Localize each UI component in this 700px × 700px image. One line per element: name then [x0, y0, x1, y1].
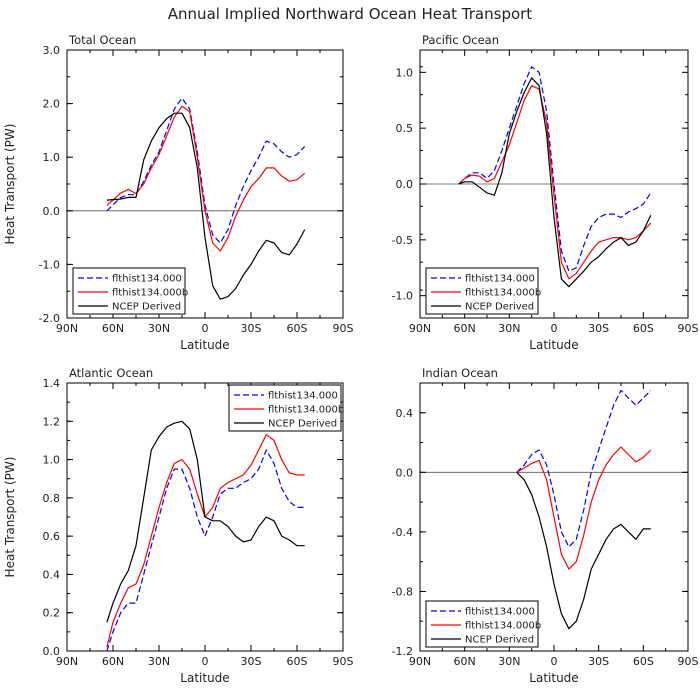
panel-title: Pacific Ocean: [422, 33, 499, 47]
x-tick-label: 60S: [287, 655, 308, 668]
chart-panel: 90N 60N 30N 0 30S 60S 90S -1.2 -0.8 -0.4 0.0 0.4 Ind…: [392, 366, 699, 685]
x-tick-label: 0: [551, 322, 558, 335]
legend: flthist134.000 flthist134.000b NCEP Derive…: [425, 600, 541, 648]
series-line: [458, 85, 652, 280]
x-axis-label: Latitude: [180, 671, 229, 685]
x-tick-label: 90S: [333, 322, 354, 335]
y-tick-label: 1.0: [43, 151, 61, 164]
legend-entry: flthist134.000b: [465, 288, 541, 299]
series-line: [458, 66, 652, 272]
x-axis-label: Latitude: [529, 671, 578, 685]
legend: flthist134.000 flthist134.000b NCEP Derive…: [72, 267, 188, 315]
x-tick-label: 90N: [409, 322, 431, 335]
series-line: [106, 112, 306, 300]
chart-panel: 90N 60N 30N 0 30S 60S 90S -1.0 -0.5 0.0 0.5 1.0 Paci…: [392, 33, 699, 352]
y-tick-label: 0.4: [396, 407, 414, 420]
y-tick-label: 1.4: [43, 377, 61, 390]
panel-title: Indian Ocean: [422, 366, 498, 380]
x-tick-label: 30S: [588, 322, 609, 335]
x-tick-label: 90S: [678, 655, 699, 668]
chart-panel: 90N 60N 30N 0 30S 60S 90S -2.0 -1.0 0.0 1.0 2.0 3.0 T…: [3, 33, 354, 352]
legend-entry: NCEP Derived: [465, 302, 534, 313]
y-tick-label: 0.5: [396, 122, 414, 135]
panel-title: Atlantic Ocean: [69, 366, 153, 380]
y-tick-label: -0.4: [392, 526, 413, 539]
legend-entry: flthist134.000b: [268, 405, 344, 416]
series-line: [516, 471, 651, 630]
legend-entry: flthist134.000b: [112, 288, 188, 299]
y-tick-label: -1.0: [39, 258, 60, 271]
x-tick-label: 30N: [148, 655, 170, 668]
x-tick-label: 90S: [678, 322, 699, 335]
y-tick-label: 0.0: [396, 466, 414, 479]
x-axis-label: Latitude: [529, 338, 578, 352]
x-tick-label: 90S: [333, 655, 354, 668]
x-tick-label: 90N: [56, 322, 78, 335]
x-tick-label: 90N: [56, 655, 78, 668]
y-tick-label: -0.5: [392, 234, 413, 247]
legend-box: [425, 267, 539, 315]
y-tick-label: -0.8: [392, 585, 413, 598]
legend: flthist134.000 flthist134.000b NCEP Derive…: [228, 384, 344, 432]
legend: flthist134.000 flthist134.000b NCEP Derive…: [425, 267, 541, 315]
legend-entry: NCEP Derived: [112, 302, 181, 313]
x-tick-label: 90N: [409, 655, 431, 668]
series-line: [106, 449, 305, 652]
series-line: [106, 420, 305, 623]
x-tick-label: 30N: [498, 322, 520, 335]
y-tick-label: 0.4: [43, 568, 61, 581]
series-line: [106, 105, 306, 252]
legend-entry: flthist134.000b: [465, 621, 541, 632]
x-tick-label: 60N: [454, 655, 476, 668]
y-tick-label: 1.0: [396, 66, 414, 79]
y-axis-label: Heat Transport (PW): [3, 124, 17, 245]
series-line: [458, 77, 652, 288]
x-tick-label: 30S: [241, 322, 262, 335]
y-tick-label: 0.0: [43, 205, 61, 218]
y-tick-label: 0.0: [396, 178, 414, 191]
y-tick-label: 3.0: [43, 44, 61, 57]
y-tick-label: 0.0: [43, 645, 61, 658]
x-tick-label: 60S: [287, 322, 308, 335]
legend-entry: flthist134.000: [268, 391, 338, 402]
x-tick-label: 30N: [148, 322, 170, 335]
x-tick-label: 60N: [102, 322, 124, 335]
legend-entry: NCEP Derived: [268, 419, 337, 430]
legend-entry: flthist134.000: [465, 607, 535, 618]
y-tick-label: 1.2: [43, 415, 61, 428]
y-tick-label: 0.6: [43, 530, 61, 543]
y-tick-label: 2.0: [43, 98, 61, 111]
panel-title: Total Ocean: [68, 33, 136, 47]
y-tick-label: 0.8: [43, 492, 61, 505]
legend-entry: flthist134.000: [112, 274, 182, 285]
x-tick-label: 30S: [588, 655, 609, 668]
x-tick-label: 30N: [498, 655, 520, 668]
x-tick-label: 60S: [633, 322, 654, 335]
y-tick-label: 0.2: [43, 607, 61, 620]
series-line: [516, 389, 652, 548]
legend-entry: NCEP Derived: [465, 635, 534, 646]
y-axis-label: Heat Transport (PW): [3, 457, 17, 578]
y-tick-label: 1.0: [43, 454, 61, 467]
series-line: [106, 97, 306, 244]
x-tick-label: 0: [202, 655, 209, 668]
x-tick-label: 0: [551, 655, 558, 668]
y-tick-label: -2.0: [39, 312, 60, 325]
y-tick-label: -1.2: [392, 645, 413, 658]
y-tick-label: -1.0: [392, 290, 413, 303]
x-tick-label: 0: [202, 322, 209, 335]
x-tick-label: 60N: [454, 322, 476, 335]
x-tick-label: 30S: [241, 655, 262, 668]
legend-entry: flthist134.000: [465, 274, 535, 285]
x-axis-label: Latitude: [180, 338, 229, 352]
x-tick-label: 60S: [633, 655, 654, 668]
chart-panel: 90N 60N 30N 0 30S 60S 90S 0.0 0.2 0.4 0.6 0.8 1.0 1.2…: [3, 366, 354, 685]
figure-title: Annual Implied Northward Ocean Heat Tran…: [168, 5, 533, 23]
series-line: [516, 446, 652, 570]
x-tick-label: 60N: [102, 655, 124, 668]
